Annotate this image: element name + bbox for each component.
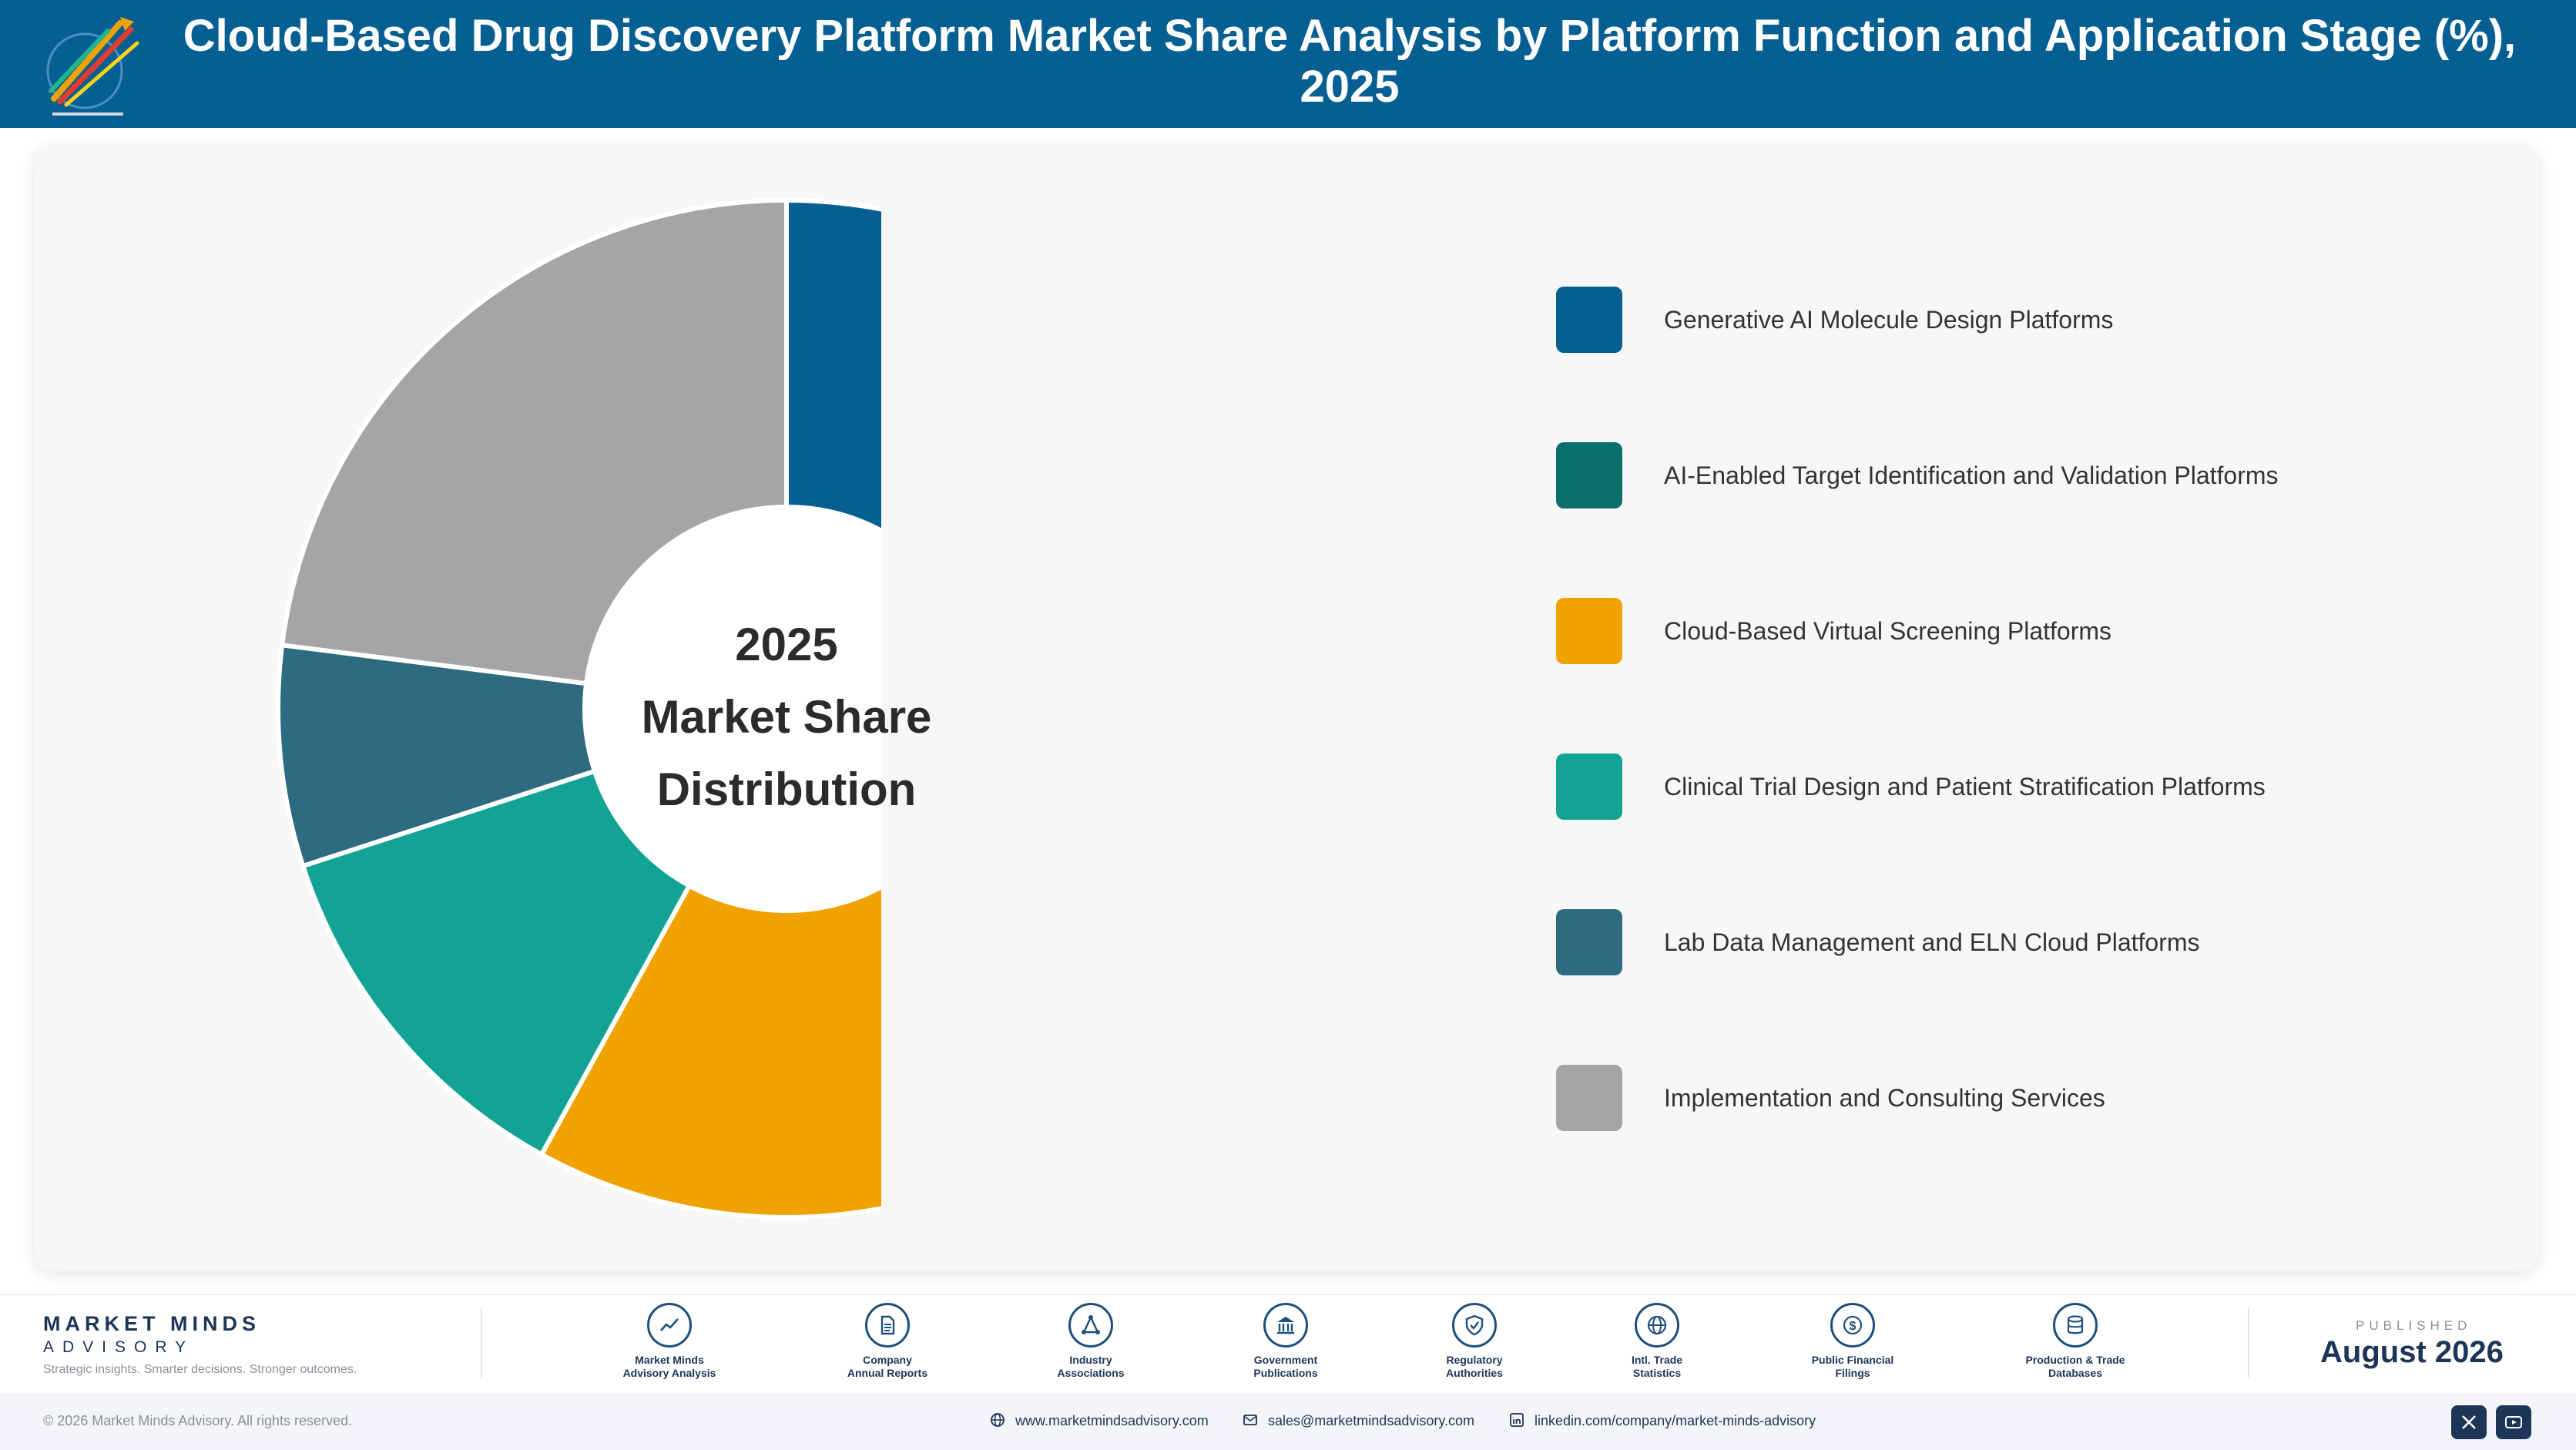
website-link[interactable]: www.marketmindsadvisory.com — [1015, 1413, 1209, 1428]
source-label-line1: Market Minds — [635, 1354, 704, 1366]
copyright-text: © 2026 Market Minds Advisory. All rights… — [43, 1413, 353, 1428]
source-label-line1: Production & Trade — [2025, 1354, 2125, 1366]
source-industry-associations: Industry Associations — [1018, 1303, 1164, 1380]
title-line-2: 2025 — [1300, 62, 1400, 112]
source-label-line2: Publications — [1253, 1367, 1318, 1379]
source-label-line1: Company — [863, 1354, 912, 1366]
legend-label: Implementation and Consulting Services — [1664, 1084, 2105, 1112]
legend-label: Clinical Trial Design and Patient Strati… — [1664, 773, 2266, 801]
donut-hole — [585, 507, 881, 911]
globe-icon — [991, 1413, 1005, 1427]
donut-chart — [276, 197, 881, 1220]
database-icon — [2053, 1303, 2098, 1348]
center-text-line-3: Distribution — [656, 764, 917, 815]
legend-label: Generative AI Molecule Design Platforms — [1664, 306, 2114, 334]
source-financial-filings: $ Public Financial Filings — [1779, 1303, 1926, 1380]
source-label-line2: Associations — [1057, 1367, 1125, 1379]
footer-divider — [481, 1307, 482, 1378]
government-building-icon — [1263, 1303, 1308, 1348]
source-label-line2: Authorities — [1446, 1367, 1503, 1379]
source-label-line2: Advisory Analysis — [622, 1367, 716, 1379]
linkedin-link[interactable]: linkedin.com/company/market-minds-adviso… — [1535, 1413, 1816, 1428]
center-text-line-2: Market Share — [641, 691, 932, 743]
header-bar: Cloud-Based Drug Discovery Platform Mark… — [0, 0, 2576, 128]
linkedin-icon — [1510, 1413, 1524, 1427]
legend-item: Implementation and Consulting Services — [1556, 1065, 2480, 1220]
source-label-line1: Regulatory — [1446, 1354, 1503, 1366]
dollar-coin-icon: $ — [1830, 1303, 1875, 1348]
brand-subtitle: ADVISORY — [43, 1338, 195, 1356]
legend-swatch — [1556, 442, 1622, 509]
source-label-line2: Filings — [1835, 1367, 1870, 1379]
source-government: Government Publications — [1213, 1303, 1359, 1380]
document-icon — [865, 1303, 910, 1348]
footer: MARKET MINDS ADVISORY Strategic insights… — [0, 1294, 2576, 1387]
network-icon — [1068, 1303, 1113, 1348]
shield-check-icon — [1452, 1303, 1497, 1348]
youtube-icon[interactable] — [2496, 1405, 2531, 1439]
x-icon[interactable] — [2451, 1405, 2487, 1439]
source-label-line1: Public Financial — [1811, 1354, 1894, 1366]
legend-swatch — [1556, 287, 1622, 353]
bottom-bar: © 2026 Market Minds Advisory. All rights… — [0, 1393, 2576, 1450]
source-trade-databases: Production & Trade Databases — [2002, 1303, 2148, 1380]
published-date: August 2026 — [2320, 1335, 2504, 1369]
brand-name: MARKET MINDS — [43, 1312, 260, 1335]
legend-item: Lab Data Management and ELN Cloud Platfo… — [1556, 909, 2480, 1065]
source-label-line2: Databases — [2048, 1367, 2103, 1379]
source-regulatory: Regulatory Authorities — [1401, 1303, 1548, 1380]
title-line-1: Cloud-Based Drug Discovery Platform Mark… — [183, 11, 2517, 61]
source-company-reports: Company Annual Reports — [814, 1303, 961, 1380]
globe-icon — [1635, 1303, 1679, 1348]
source-label-line2: Annual Reports — [847, 1367, 928, 1379]
source-label-line1: Intl. Trade — [1631, 1354, 1683, 1366]
email-link[interactable]: sales@marketmindsadvisory.com — [1268, 1413, 1475, 1428]
legend-swatch — [1556, 1065, 1622, 1131]
legend-item: Generative AI Molecule Design Platforms — [1556, 287, 2480, 442]
source-trade-statistics: Intl. Trade Statistics — [1584, 1303, 1730, 1380]
brand-tagline: Strategic insights. Smarter decisions. S… — [43, 1363, 357, 1376]
legend-swatch — [1556, 909, 1622, 975]
center-text-year: 2025 — [735, 619, 838, 670]
legend-item: Clinical Trial Design and Patient Strati… — [1556, 754, 2480, 909]
legend-item: Cloud-Based Virtual Screening Platforms — [1556, 598, 2480, 754]
legend-item: AI-Enabled Target Identification and Val… — [1556, 442, 2480, 598]
legend-label: Cloud-Based Virtual Screening Platforms — [1664, 617, 2112, 645]
legend-swatch — [1556, 598, 1622, 664]
trend-chart-icon — [647, 1303, 692, 1348]
page-title: Cloud-Based Drug Discovery Platform Mark… — [162, 11, 2537, 112]
svg-text:$: $ — [1850, 1320, 1857, 1333]
legend-swatch — [1556, 754, 1622, 820]
published-label: PUBLISHED — [2356, 1318, 2472, 1333]
source-label-line1: Industry — [1069, 1354, 1112, 1366]
mail-icon — [1243, 1415, 1257, 1425]
source-market-minds: Market Minds Advisory Analysis — [596, 1303, 743, 1380]
source-label-line2: Statistics — [1632, 1367, 1682, 1379]
donut-center-text: 2025 Market Share Distribution — [589, 609, 984, 826]
legend-label: Lab Data Management and ELN Cloud Platfo… — [1664, 928, 2200, 956]
legend-label: AI-Enabled Target Identification and Val… — [1664, 462, 2279, 489]
market-minds-logo — [46, 17, 139, 116]
source-label-line1: Government — [1253, 1354, 1318, 1366]
chart-card — [34, 145, 2539, 1271]
chart-legend: Generative AI Molecule Design Platforms … — [1556, 287, 2480, 1220]
footer-divider — [2248, 1307, 2249, 1378]
